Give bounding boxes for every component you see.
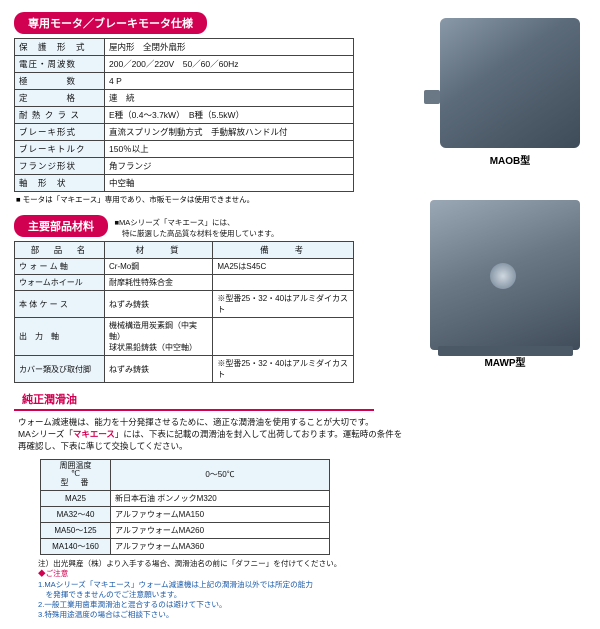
- note-1: 1.MAシリーズ「マキエース」ウォーム減速機は上記の潤滑油以外では所定の能力: [38, 580, 582, 590]
- lub-oil: アルファウォームMA360: [111, 539, 330, 555]
- mat-material: ねずみ鋳鉄: [105, 356, 213, 383]
- image-label-mawp: MAWP型: [430, 354, 580, 369]
- lub-hdr-ambient: 周囲温度 ℃型 番: [41, 459, 111, 490]
- mat-material: ねずみ鋳鉄: [105, 291, 213, 318]
- mat-hdr-name: 部 品 名: [15, 242, 105, 259]
- spec-val: E種（0.4〜3.7kW） B種（5.5kW）: [105, 107, 354, 124]
- lub-hdr-range: 0〜50℃: [111, 459, 330, 490]
- mat-remark: [213, 318, 354, 356]
- spec-val: 連 続: [105, 90, 354, 107]
- spec-key: 電圧・周波数: [15, 56, 105, 73]
- lubr-line2c: 」には、下表に記載の潤滑油を封入して出荷しております。運転時の条件を: [115, 429, 402, 439]
- materials-table: 部 品 名 材 質 備 考 ウ ォ ー ム 軸Cr-Mo鋼MA25はS45C ウォ…: [14, 241, 354, 383]
- spec-key: 定 格: [15, 90, 105, 107]
- mat-name: 出 力 軸: [15, 318, 105, 356]
- spec-key: ブレーキ形式: [15, 124, 105, 141]
- lub-model: MA140〜160: [41, 539, 111, 555]
- lubr-line2b: マキエース: [73, 429, 115, 439]
- spec-key: 極 数: [15, 73, 105, 90]
- mat-name: 本 体 ケ ー ス: [15, 291, 105, 318]
- mat-material: 機械構造用炭素鋼（中実軸） 球状黒鉛鋳鉄（中空軸）: [105, 318, 213, 356]
- image-label-maob: MAOB型: [440, 152, 580, 167]
- note-warn: ◆ご注意: [38, 569, 582, 579]
- lubr-line1: ウォーム減速機は、能力を十分発揮させるために、適正な潤滑油を使用することが大切で…: [18, 417, 374, 427]
- mat-hdr-material: 材 質: [105, 242, 213, 259]
- notes-block: 注）出光興産（株）より入手する場合、潤滑油名の前に「ダフニー」を付けてください。…: [38, 559, 582, 621]
- spec-val: 角フランジ: [105, 158, 354, 175]
- spec-val: 直流スプリング制動方式 手動解放ハンドル付: [105, 124, 354, 141]
- materials-note-1: ■MAシリーズ「マキエース」には、: [115, 218, 235, 227]
- mat-name: ウ ォ ー ム 軸: [15, 259, 105, 275]
- spec-key: ブレーキトルク: [15, 141, 105, 158]
- spec-key: 保 護 形 式: [15, 39, 105, 56]
- lub-oil: 新日本石油 ボンノックM320: [111, 491, 330, 507]
- lub-model: MA25: [41, 491, 111, 507]
- mat-material: 耐摩耗性特殊合金: [105, 275, 213, 291]
- spec-table: 保 護 形 式屋内形 全閉外扇形電圧・周波数200／200／220V 50／60…: [14, 38, 354, 192]
- section-heading-materials: 主要部品材料: [14, 215, 108, 237]
- lubricant-text: ウォーム減速機は、能力を十分発揮させるために、適正な潤滑油を使用することが大切で…: [18, 417, 582, 453]
- mat-hdr-remark: 備 考: [213, 242, 354, 259]
- spec-val: 200／200／220V 50／60／60Hz: [105, 56, 354, 73]
- lub-model: MA50〜125: [41, 523, 111, 539]
- lub-oil: アルファウォームMA260: [111, 523, 330, 539]
- section-heading-motor: 専用モータ／ブレーキモータ仕様: [14, 12, 207, 34]
- mat-remark: ※型番25・32・40はアルミダイカスト: [213, 356, 354, 383]
- mat-remark: ※型番25・32・40はアルミダイカスト: [213, 291, 354, 318]
- lub-model: MA32〜40: [41, 507, 111, 523]
- note-0: 注）出光興産（株）より入手する場合、潤滑油名の前に「ダフニー」を付けてください。: [38, 559, 582, 569]
- product-image-maob: MAOB型: [440, 18, 580, 167]
- lubr-line3: 再確認し、下表に準じて交換してください。: [18, 441, 188, 451]
- mat-name: カバー類及び取付脚: [15, 356, 105, 383]
- mat-name: ウォームホイール: [15, 275, 105, 291]
- motor2-icon: [430, 200, 580, 350]
- section-heading-lubricant: 純正潤滑油: [14, 389, 374, 411]
- spec-key: 軸 形 状: [15, 175, 105, 192]
- spec-key: 耐 熱 ク ラ ス: [15, 107, 105, 124]
- spec-val: 4 P: [105, 73, 354, 90]
- lubr-line2a: MAシリーズ「: [18, 429, 73, 439]
- spec-val: 150％以上: [105, 141, 354, 158]
- note-3: 3.特殊用途温度の場合はご相談下さい。: [38, 610, 582, 620]
- lub-oil: アルファウォームMA150: [111, 507, 330, 523]
- product-image-mawp: MAWP型: [430, 200, 580, 369]
- note-1b: を発揮できませんのでご注意願います。: [38, 590, 582, 600]
- motor-icon: [440, 18, 580, 148]
- mat-material: Cr-Mo鋼: [105, 259, 213, 275]
- note-2: 2.一般工業用歯車潤滑油と混合するのは避けて下さい。: [38, 600, 582, 610]
- spec-val: 中空軸: [105, 175, 354, 192]
- materials-note: ■MAシリーズ「マキエース」には、 特に厳選した高品質な材料を使用しています。: [115, 217, 279, 239]
- materials-note-2: 特に厳選した高品質な材料を使用しています。: [115, 229, 279, 238]
- lubricant-table: 周囲温度 ℃型 番 0〜50℃ MA25新日本石油 ボンノックM320MA32〜…: [40, 459, 330, 555]
- mat-remark: MA25はS45C: [213, 259, 354, 275]
- spec-key: フランジ形状: [15, 158, 105, 175]
- mat-remark: [213, 275, 354, 291]
- spec-val: 屋内形 全閉外扇形: [105, 39, 354, 56]
